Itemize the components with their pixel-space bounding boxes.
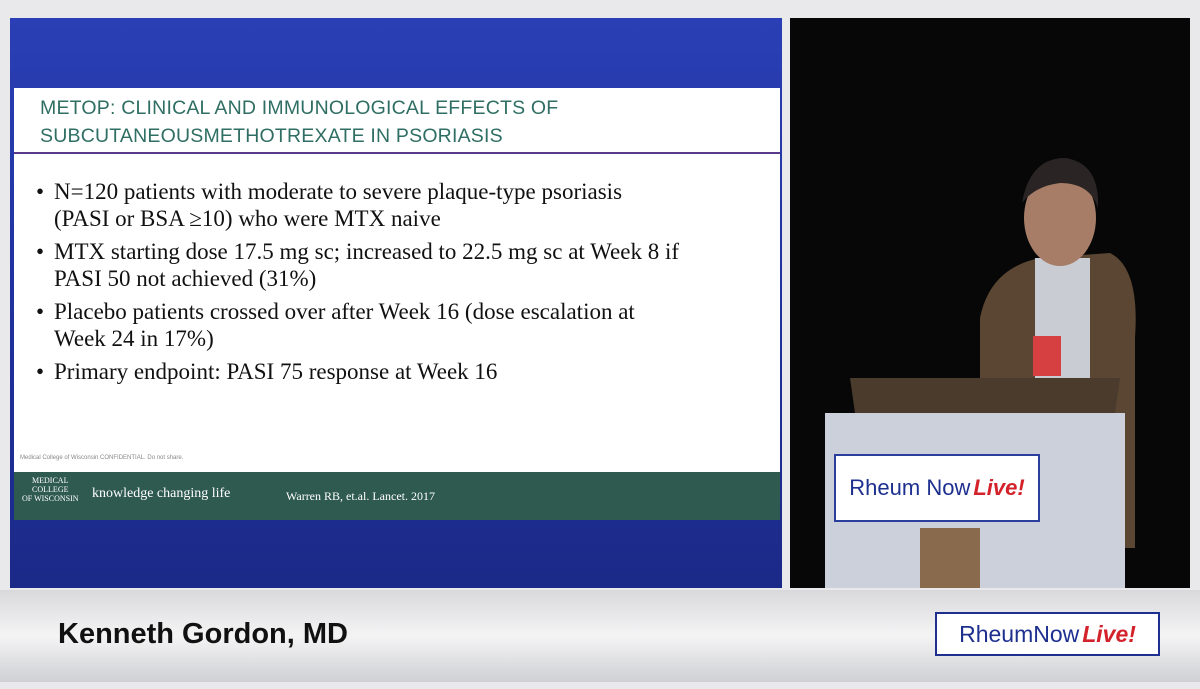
bullet-line: Week 24 in 17%)	[54, 326, 214, 351]
institution-logo: MEDICAL COLLEGE OF WISCONSIN	[22, 476, 79, 503]
bullet-line: Placebo patients crossed over after Week…	[54, 299, 635, 324]
podium-sign: Rheum Now Live!	[834, 454, 1040, 522]
speaker-name: Kenneth Gordon, MD	[58, 618, 348, 650]
bullet-line: Primary endpoint: PASI 75 response at We…	[54, 359, 498, 384]
sign-brand: Rheum Now	[849, 475, 971, 500]
sign-live: Live!	[973, 475, 1025, 500]
lower-third: Kenneth Gordon, MD RheumNow Live!	[0, 590, 1200, 682]
bullet-list: N=120 patients with moderate to severe p…	[36, 178, 776, 391]
bullet: Primary endpoint: PASI 75 response at We…	[36, 358, 776, 385]
institution-line: COLLEGE	[32, 485, 69, 494]
slide-title: METOP: CLINICAL AND IMMUNOLOGICAL EFFECT…	[40, 94, 558, 150]
slide-footer: MEDICAL COLLEGE OF WISCONSIN knowledge cha…	[14, 472, 780, 520]
confidential-note: Medical College of Wisconsin CONFIDENTIA…	[20, 455, 184, 461]
institution-line: MEDICAL	[32, 476, 69, 485]
bullet: MTX starting dose 17.5 mg sc; increased …	[36, 238, 776, 292]
title-line: SUBCUTANEOUSMETHOTREXATE IN PSORIASIS	[40, 125, 503, 147]
title-line: METOP: CLINICAL AND IMMUNOLOGICAL EFFECT…	[40, 97, 559, 119]
logo-brand: RheumNow	[959, 620, 1080, 647]
bullet-line: N=120 patients with moderate to severe p…	[54, 179, 623, 204]
bullet: Placebo patients crossed over after Week…	[36, 298, 776, 352]
brand-logo: RheumNow Live!	[935, 612, 1160, 656]
title-rule	[14, 152, 780, 154]
stage-video: Rheum Now Live!	[790, 18, 1190, 588]
bullet-line: MTX starting dose 17.5 mg sc; increased …	[54, 239, 679, 264]
institution-line: OF WISCONSIN	[22, 494, 79, 503]
slide: METOP: CLINICAL AND IMMUNOLOGICAL EFFECT…	[14, 88, 780, 520]
tagline: knowledge changing life	[92, 486, 231, 501]
stage-scene	[790, 18, 1190, 588]
bullet-line: (PASI or BSA ≥10) who were MTX naive	[54, 206, 441, 231]
logo-live: Live!	[1082, 620, 1136, 647]
citation: Warren RB, et.al. Lancet. 2017	[286, 489, 435, 503]
bullet-line: PASI 50 not achieved (31%)	[54, 266, 317, 291]
bullet: N=120 patients with moderate to severe p…	[36, 178, 776, 232]
